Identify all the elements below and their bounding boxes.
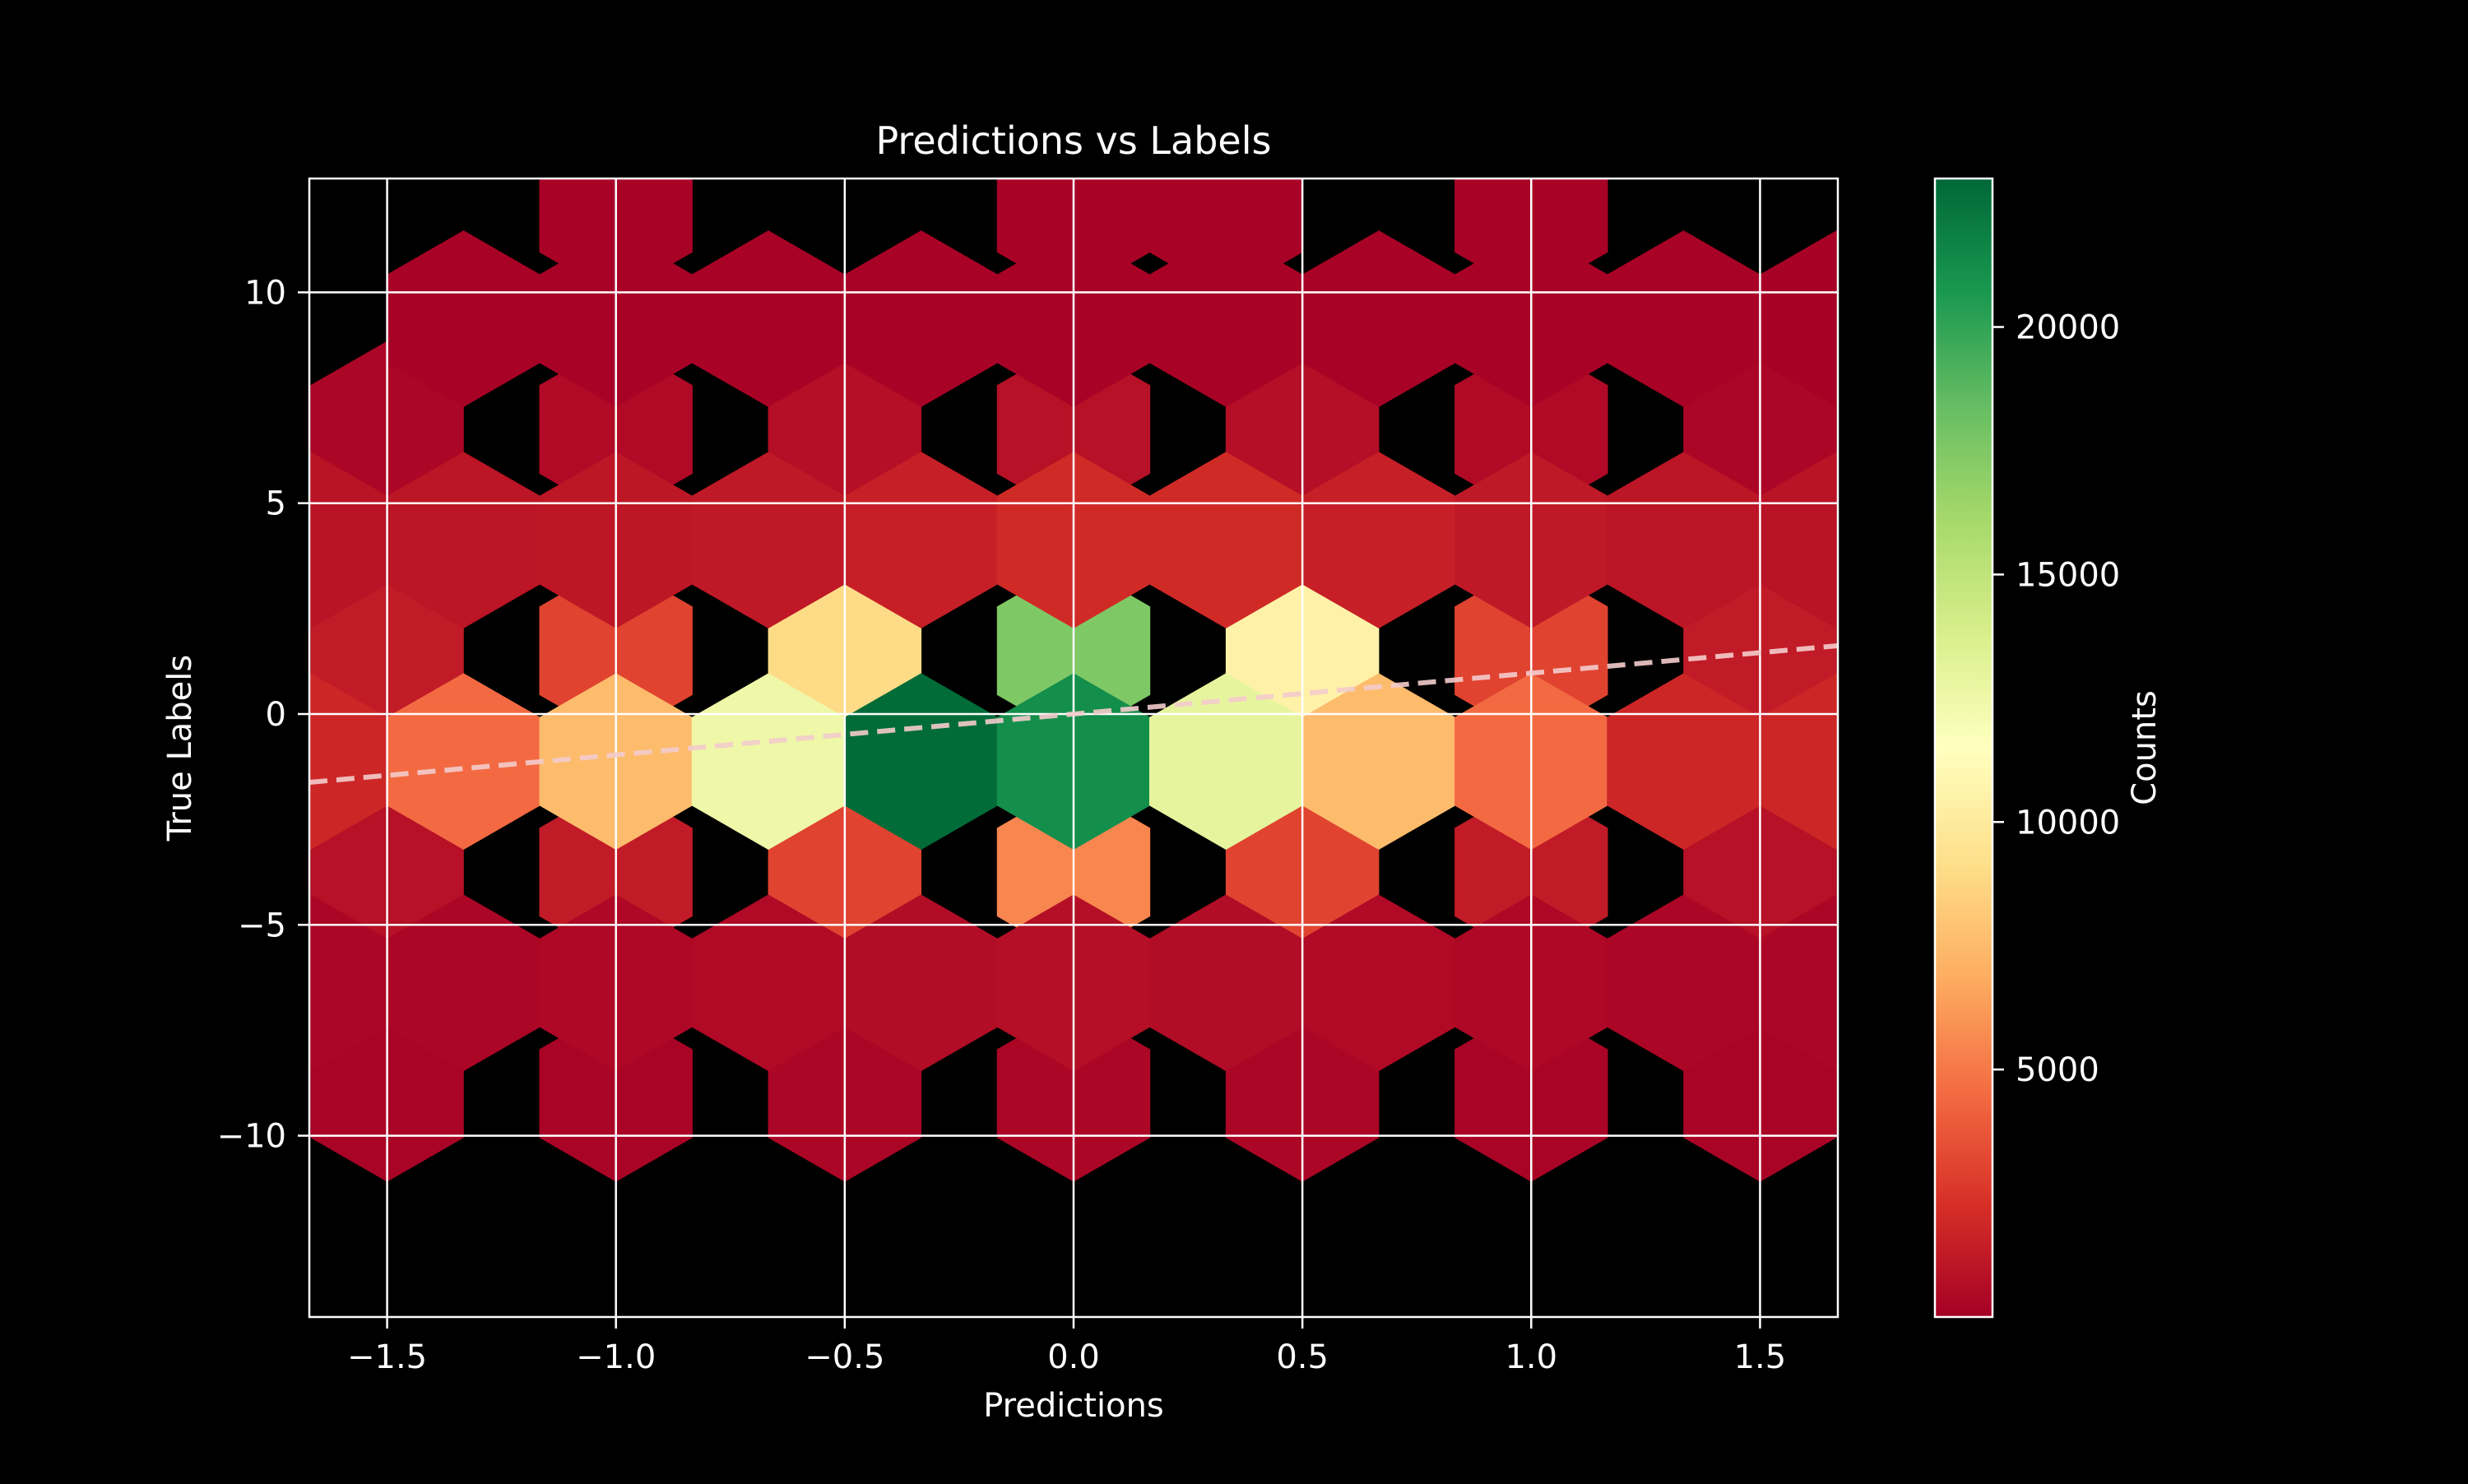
y-tick-label: −10	[217, 1118, 286, 1156]
trend-line-layer	[309, 642, 1838, 786]
y-tick-label: 0	[266, 696, 286, 734]
colorbar	[1933, 177, 1994, 1319]
colorbar-tick-label: 20000	[2016, 309, 2120, 347]
colorbar-tick-label: 5000	[2016, 1051, 2099, 1089]
x-tick-label: 0.0	[1047, 1338, 1100, 1376]
y-tick-label: 10	[244, 274, 286, 312]
x-axis-ticks: −1.5 −1.0 −0.5 0.0 0.5 1.0 1.5	[347, 1317, 1786, 1376]
hexbin-cells	[309, 179, 1838, 1182]
colorbar-label: Counts	[2126, 690, 2164, 805]
y-axis-label: True Labels	[161, 655, 199, 842]
x-tick-label: 0.5	[1276, 1338, 1329, 1376]
colorbar-tick-label: 15000	[2016, 556, 2120, 594]
y-tick-label: 5	[266, 485, 286, 523]
x-tick-label: −1.0	[576, 1338, 656, 1376]
x-tick-label: 1.0	[1505, 1338, 1557, 1376]
hex-cell	[1149, 179, 1303, 297]
y-tick-label: −5	[238, 907, 286, 944]
x-axis-label: Predictions	[983, 1387, 1164, 1425]
x-tick-label: −1.5	[347, 1338, 427, 1376]
colorbar-ticks: 5000 10000 15000 20000	[1992, 309, 2120, 1089]
colorbar-tick-label: 10000	[2016, 804, 2120, 842]
trend-line	[309, 642, 1838, 786]
x-tick-label: −0.5	[805, 1338, 884, 1376]
chart-title: Predictions vs Labels	[876, 118, 1272, 163]
y-axis-ticks: −10 −5 0 5 10	[217, 274, 309, 1156]
x-tick-label: 1.5	[1734, 1338, 1787, 1376]
